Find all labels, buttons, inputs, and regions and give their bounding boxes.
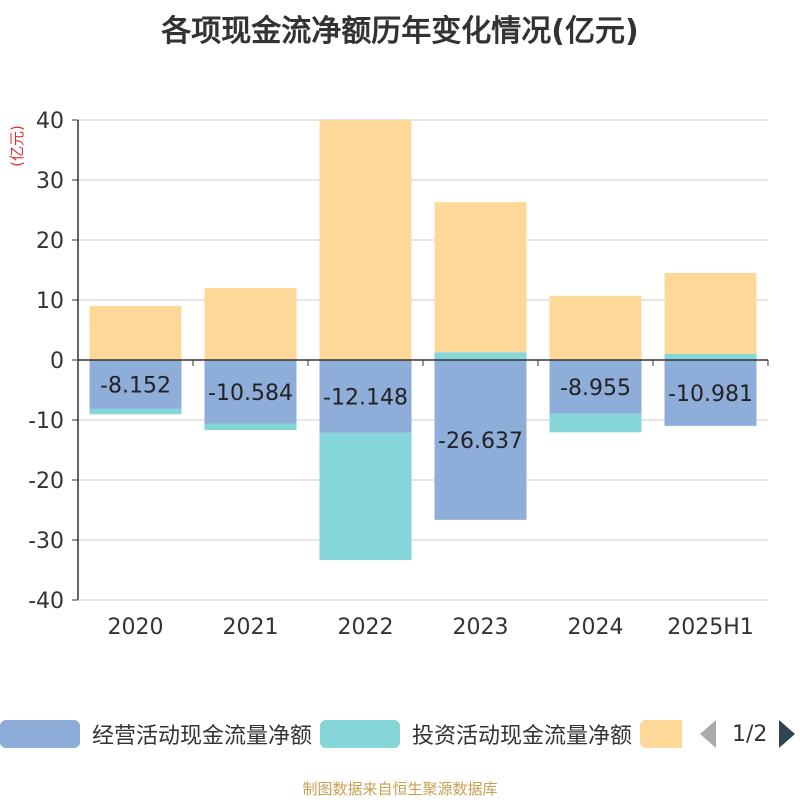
- bar-financing-2025H1: [664, 273, 757, 354]
- y-tick-label: 20: [36, 229, 64, 254]
- x-tick-label: 2024: [568, 615, 624, 640]
- bar-chart: 40 30 20 10 0 -10 -20 -30 -40 (亿元) 2020 2021 2022 202…: [8, 109, 769, 640]
- y-tick-label: 30: [36, 169, 64, 194]
- bar-financing-2023: [434, 202, 527, 353]
- x-tick-label: 2023: [453, 615, 509, 640]
- bar-operating-2024: [549, 360, 642, 414]
- data-label: -10.981: [668, 382, 753, 407]
- x-tick-label: 2025H1: [667, 615, 754, 640]
- bar-financing-2021: [204, 288, 297, 360]
- source-note: 制图数据来自恒生聚源数据库: [302, 780, 498, 798]
- legend-prev-icon[interactable]: [700, 720, 716, 748]
- legend-label-investing: 投资活动现金流量净额: [412, 724, 633, 749]
- bar-operating-2023: [434, 360, 527, 520]
- legend-item-investing[interactable]: 投资活动现金流量净额: [320, 716, 632, 752]
- bar-investing-2025H1: [664, 354, 757, 360]
- y-unit-label: (亿元): [8, 125, 26, 167]
- legend-swatch-investing: [320, 720, 400, 748]
- x-tick-label: 2022: [338, 615, 394, 640]
- x-tick-label: 2020: [108, 615, 164, 640]
- legend-label-operating: 经营活动现金流量净额: [92, 724, 313, 749]
- legend-next-icon[interactable]: [779, 720, 796, 748]
- y-tick-label: -20: [28, 469, 64, 494]
- legend-page-indicator: 1/2: [732, 721, 768, 747]
- legend-item-financing[interactable]: [640, 716, 682, 752]
- y-tick-label: 0: [50, 349, 64, 374]
- legend-swatch-operating: [0, 720, 80, 748]
- y-tick-label: -10: [28, 409, 64, 434]
- bar-investing-2020: [89, 408, 182, 415]
- bar-operating-2022: [319, 360, 412, 433]
- y-tick-label: 10: [36, 289, 64, 314]
- y-tick-label: -40: [28, 589, 64, 614]
- bar-financing-2020: [89, 306, 182, 360]
- x-tick-label: 2021: [223, 615, 279, 640]
- bar-investing-2023: [434, 352, 527, 360]
- bar-investing-2022: [319, 432, 412, 561]
- data-label: -8.955: [560, 376, 631, 401]
- legend-pager: 1/2: [700, 716, 796, 752]
- data-label: -8.152: [100, 373, 171, 398]
- bar-financing-2022: [319, 120, 412, 360]
- data-label: -26.637: [438, 429, 523, 454]
- chart-title: 各项现金流净额历年变化情况(亿元): [161, 14, 639, 49]
- bar-operating-2020: [89, 360, 182, 409]
- bar-investing-2024: [549, 413, 642, 433]
- y-tick-label: 40: [36, 109, 64, 134]
- data-label: -12.148: [323, 385, 408, 410]
- data-label: -10.584: [208, 381, 293, 406]
- bar-operating-2025H1: [664, 360, 757, 426]
- legend-swatch-financing: [640, 720, 682, 748]
- legend-item-operating[interactable]: 经营活动现金流量净额: [0, 716, 312, 752]
- bar-operating-2021: [204, 360, 297, 424]
- legend: 经营活动现金流量净额 投资活动现金流量净额: [0, 716, 800, 752]
- y-tick-label: -30: [28, 529, 64, 554]
- bar-investing-2021: [204, 423, 297, 431]
- bar-financing-2024: [549, 295, 642, 360]
